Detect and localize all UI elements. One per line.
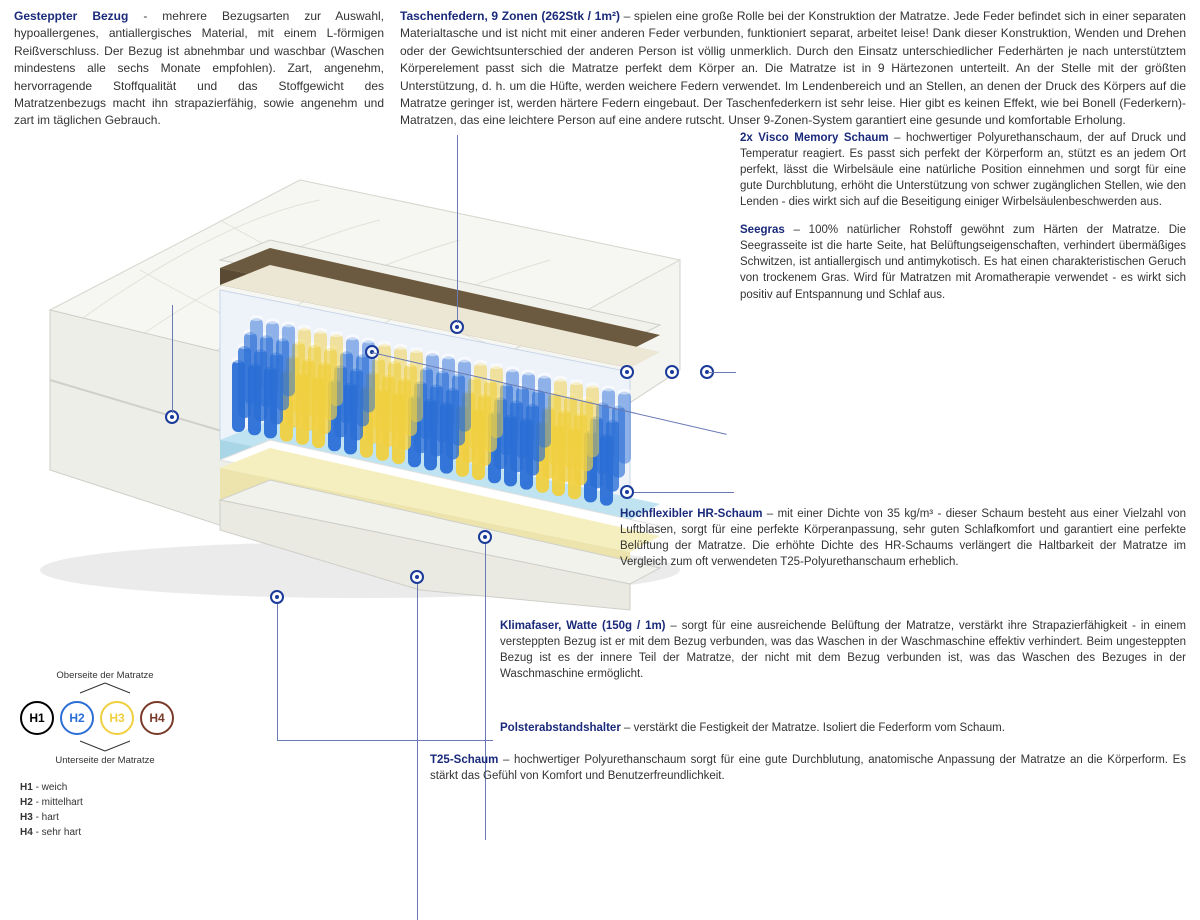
leader-spacer bbox=[485, 544, 486, 840]
leader-klima-2 bbox=[277, 740, 493, 741]
legend-line-h2: H2 - mittelhart bbox=[20, 795, 190, 810]
springs-title: Taschenfedern, 9 Zonen (262Stk / 1m²) bbox=[400, 9, 620, 23]
legend-top-label: Oberseite der Matratze bbox=[20, 670, 190, 681]
visco-title: 2x Visco Memory Schaum bbox=[740, 132, 889, 144]
leader-t25 bbox=[417, 584, 418, 920]
cover-description: Gesteppter Bezug - mehrere Bezugsarten z… bbox=[14, 8, 384, 130]
klima-title: Klimafaser, Watte (150g / 1m) bbox=[500, 620, 666, 632]
t25-text: – hochwertiger Polyurethanschaum sorgt f… bbox=[430, 754, 1186, 782]
legend-line-h3: H3 - hart bbox=[20, 810, 190, 825]
legend-line-h4: H4 - sehr hart bbox=[20, 825, 190, 840]
klimafaser-description: Klimafaser, Watte (150g / 1m) – sorgt fü… bbox=[500, 618, 1186, 682]
hardness-circle-h1: H1 bbox=[20, 701, 54, 735]
hr-foam-description: Hochflexibler HR-Schaum – mit einer Dich… bbox=[620, 506, 1186, 570]
legend-circles: H1H2H3H4 bbox=[20, 701, 190, 735]
seagrass-title: Seegras bbox=[740, 224, 785, 236]
spacer-description: Polsterabstandshalter – verstärkt die Fe… bbox=[500, 720, 1186, 736]
seagrass-text: – 100% natürlicher Rohstoff gewöhnt zum … bbox=[740, 224, 1186, 300]
mattress-illustration bbox=[20, 140, 720, 590]
marker-t25 bbox=[410, 570, 424, 584]
legend-bottom-label: Unterseite der Matratze bbox=[20, 755, 190, 766]
visco-description: 2x Visco Memory Schaum – hochwertiger Po… bbox=[740, 130, 1186, 210]
leader-visco bbox=[708, 372, 736, 373]
marker-hr bbox=[620, 485, 634, 499]
marker-visco-b bbox=[665, 365, 679, 379]
hardness-legend: Oberseite der Matratze H1H2H3H4 Untersei… bbox=[20, 670, 190, 840]
right-text-column: 2x Visco Memory Schaum – hochwertiger Po… bbox=[740, 130, 1186, 315]
t25-title: T25-Schaum bbox=[430, 754, 498, 766]
cover-text: - mehrere Bezugsarten zur Auswahl, hypoa… bbox=[14, 9, 384, 127]
spacer-text: – verstärkt die Festigkeit der Matratze.… bbox=[621, 722, 1005, 734]
spacer-title: Polsterabstandshalter bbox=[500, 722, 621, 734]
top-text-row: Gesteppter Bezug - mehrere Bezugsarten z… bbox=[0, 0, 1200, 130]
cover-title: Gesteppter Bezug bbox=[14, 9, 128, 23]
marker-spacer bbox=[478, 530, 492, 544]
hardness-circle-h4: H4 bbox=[140, 701, 174, 735]
legend-line-h1: H1 - weich bbox=[20, 780, 190, 795]
springs-description: Taschenfedern, 9 Zonen (262Stk / 1m²) – … bbox=[400, 8, 1186, 130]
seagrass-description: Seegras – 100% natürlicher Rohstoff gewö… bbox=[740, 222, 1186, 302]
leader-springs bbox=[457, 135, 458, 323]
legend-key: H1 - weichH2 - mittelhartH3 - hartH4 - s… bbox=[20, 780, 190, 840]
leader-cover bbox=[172, 305, 173, 413]
hardness-circle-h3: H3 bbox=[100, 701, 134, 735]
marker-klima bbox=[270, 590, 284, 604]
marker-visco-a bbox=[620, 365, 634, 379]
t25-description: T25-Schaum – hochwertiger Polyurethansch… bbox=[430, 752, 1186, 784]
hr-title: Hochflexibler HR-Schaum bbox=[620, 508, 762, 520]
springs-text: – spielen eine große Rolle bei der Konst… bbox=[400, 9, 1186, 127]
leader-hr bbox=[634, 492, 734, 493]
leader-klima bbox=[277, 604, 278, 740]
hardness-circle-h2: H2 bbox=[60, 701, 94, 735]
